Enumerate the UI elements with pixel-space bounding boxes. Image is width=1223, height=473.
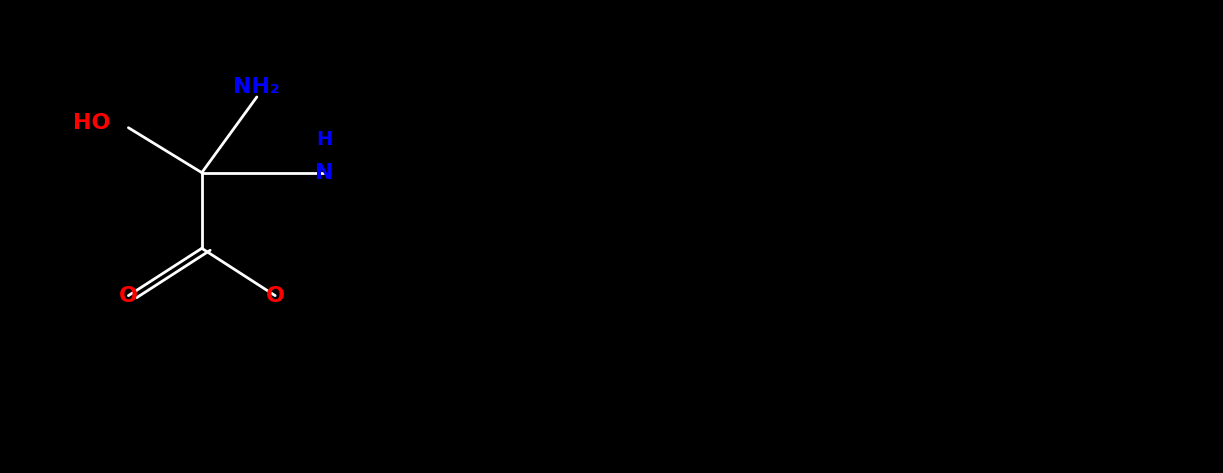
Text: H: H — [316, 130, 333, 149]
Text: NH₂: NH₂ — [234, 77, 280, 97]
Text: HO: HO — [72, 113, 110, 133]
Text: O: O — [119, 286, 138, 306]
Text: N: N — [314, 163, 334, 183]
Text: O: O — [265, 286, 285, 306]
